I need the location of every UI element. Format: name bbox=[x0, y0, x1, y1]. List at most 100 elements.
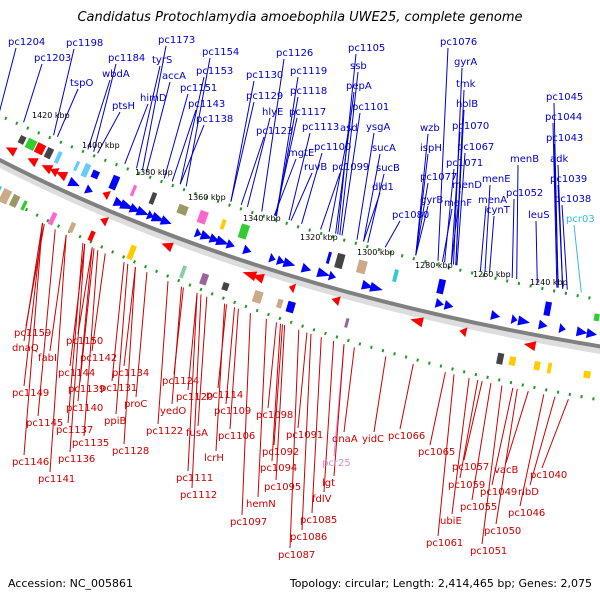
gene-block bbox=[436, 278, 447, 295]
gene-arrow bbox=[5, 147, 18, 157]
gene-label-pc1145: pc1145 bbox=[26, 418, 63, 429]
gene-label-mene: menE bbox=[482, 174, 511, 185]
leader-line-pc1143 bbox=[171, 109, 197, 182]
gene-arrow bbox=[193, 227, 202, 238]
gene-block bbox=[80, 162, 92, 178]
gene-label-pc1097: pc1097 bbox=[230, 517, 267, 528]
gene-label-pc1128: pc1128 bbox=[112, 446, 149, 457]
leader-line-pc1140 bbox=[77, 247, 93, 402]
leader-line-pc1080 bbox=[384, 220, 401, 248]
leader-line-fdlv bbox=[323, 340, 335, 493]
gene-block bbox=[67, 221, 77, 234]
leader-line-gyrb bbox=[415, 205, 429, 256]
leader-line-pc1097 bbox=[241, 313, 251, 516]
gene-label-pc1043: pc1043 bbox=[546, 133, 583, 144]
scale-label-1300-kbp: 1300 kbp bbox=[357, 248, 395, 257]
leader-line-pc1070 bbox=[450, 131, 461, 265]
gene-label-cynt: cynT bbox=[486, 205, 511, 216]
leader-line-pc1123 bbox=[240, 136, 265, 206]
gene-label-pc1049: pc1049 bbox=[480, 487, 517, 498]
leader-line-pc1137 bbox=[67, 242, 84, 424]
gene-label-pc1111: pc1111 bbox=[176, 473, 213, 484]
gene-label-pc1150: pc1150 bbox=[66, 336, 103, 347]
gene-label-pc1122: pc1122 bbox=[146, 426, 183, 437]
gene-block bbox=[17, 134, 27, 145]
leader-line-pc1153 bbox=[179, 76, 205, 185]
gene-label-pc1139: pc1139 bbox=[68, 384, 105, 395]
leader-line-pc1138 bbox=[179, 124, 205, 185]
leader-line-mena bbox=[479, 205, 487, 271]
gene-arrow bbox=[300, 262, 312, 273]
leader-line-pc1051 bbox=[481, 385, 503, 545]
gene-block bbox=[196, 209, 209, 225]
gene-block bbox=[179, 265, 188, 279]
gene-arrow bbox=[159, 215, 172, 225]
leader-line-isph bbox=[415, 153, 429, 256]
leader-line-pc1057 bbox=[463, 380, 483, 461]
gene-label-pc1051: pc1051 bbox=[470, 546, 507, 557]
leader-line-acca bbox=[145, 81, 171, 173]
gene-label-adk: adk bbox=[550, 154, 568, 165]
scale-label-1260-kbp: 1260 kbp bbox=[473, 270, 511, 279]
leader-line-pc1111 bbox=[187, 292, 198, 472]
gene-label-pc1057: pc1057 bbox=[452, 462, 489, 473]
gene-label-mena: menA bbox=[478, 195, 507, 206]
gene-label-pc1098: pc1098 bbox=[256, 410, 293, 421]
gene-label-pc1120: pc1120 bbox=[176, 392, 213, 403]
gene-arrow bbox=[523, 341, 537, 352]
gene-label-ribd: ribD bbox=[518, 487, 539, 498]
gene-block bbox=[176, 203, 189, 216]
gene-label-suca: sucA bbox=[372, 143, 396, 154]
gene-arrow bbox=[369, 281, 383, 292]
leader-line-pepa bbox=[335, 91, 355, 234]
gene-label-asd: asd bbox=[340, 123, 358, 134]
gene-label-tspo: tspO bbox=[70, 78, 93, 89]
gene-label-pc1126: pc1126 bbox=[276, 48, 313, 59]
leader-line-tspo bbox=[56, 88, 79, 137]
gene-label-pc1066: pc1066 bbox=[388, 431, 425, 442]
gene-arrow bbox=[145, 210, 154, 220]
gene-block bbox=[73, 160, 81, 172]
scale-label-1240-kbp: 1240 kbp bbox=[530, 278, 568, 287]
leader-line-pc1049 bbox=[491, 387, 514, 486]
gene-label-pc1061: pc1061 bbox=[426, 538, 463, 549]
leader-line-pc1065 bbox=[429, 372, 446, 446]
gene-block bbox=[496, 352, 505, 365]
gene-label-pc1105: pc1105 bbox=[348, 43, 385, 54]
gene-label-pc1087: pc1087 bbox=[278, 550, 315, 561]
gene-arrow bbox=[288, 283, 297, 294]
leader-line-dld1 bbox=[363, 192, 381, 242]
gene-label-pc1112: pc1112 bbox=[180, 490, 217, 501]
gene-label-tmk: tmk bbox=[456, 79, 476, 90]
leader-line-pc1113 bbox=[288, 132, 311, 221]
leader-line-pc1151 bbox=[163, 93, 189, 179]
leader-line-pc1067 bbox=[456, 152, 466, 266]
leader-line-pc1203 bbox=[23, 63, 43, 123]
gene-arrow bbox=[282, 257, 296, 267]
leader-line-ptsh bbox=[97, 111, 121, 154]
leader-line-pc1109 bbox=[225, 307, 235, 405]
gene-arrow bbox=[55, 171, 69, 182]
gene-label-ssb: ssb bbox=[350, 61, 367, 72]
leader-line-pc1198 bbox=[53, 48, 75, 136]
gene-block bbox=[8, 193, 21, 208]
gene-block bbox=[0, 187, 13, 205]
gene-label-wzb: wzb bbox=[420, 123, 440, 134]
leader-line-pc1059 bbox=[459, 379, 479, 479]
gene-label-pc1100: pc1100 bbox=[314, 142, 351, 153]
gene-label-pc1106: pc1106 bbox=[218, 431, 255, 442]
leader-line-pc1142 bbox=[91, 253, 106, 352]
leader-line-pc1141 bbox=[49, 234, 67, 473]
leader-line-pc1112 bbox=[191, 294, 202, 489]
gene-features bbox=[0, 134, 600, 379]
gene-arrow bbox=[251, 274, 265, 284]
scale-label-1380-kbp: 1380 kbp bbox=[135, 168, 173, 177]
gene-label-pc1159: pc1159 bbox=[14, 328, 51, 339]
leader-line-dnaq bbox=[23, 222, 43, 342]
leader-line-pc1135 bbox=[83, 250, 99, 437]
gene-label-pc1142: pc1142 bbox=[80, 353, 117, 364]
gene-block bbox=[221, 281, 230, 292]
leader-line-himd bbox=[124, 103, 149, 164]
gene-label-dnaq: dnaQ bbox=[12, 343, 39, 354]
gene-label-pc1080: pc1080 bbox=[392, 210, 429, 221]
